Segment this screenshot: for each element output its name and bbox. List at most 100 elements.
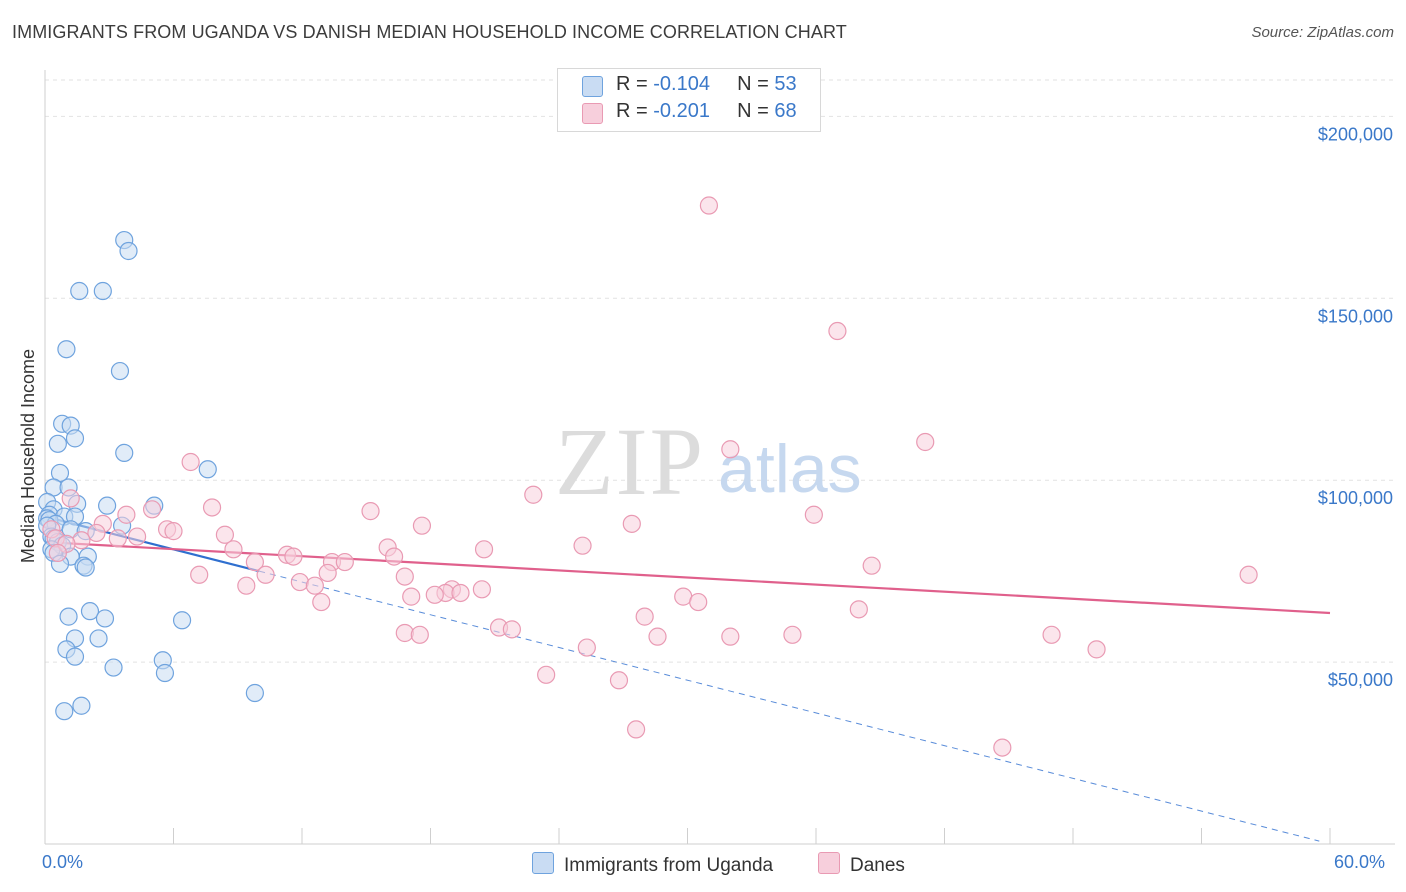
x-axis-min-label: 0.0%	[42, 852, 84, 872]
danes-point	[72, 531, 91, 550]
danes-point	[305, 576, 324, 595]
danes-point	[472, 580, 491, 599]
uganda-point	[98, 496, 117, 515]
danes-point	[215, 525, 234, 544]
y-tick-label: $100,000	[1318, 488, 1393, 508]
danes-point	[384, 547, 404, 566]
danes-point	[245, 552, 264, 572]
legend-n-value: 53	[774, 73, 797, 95]
chart-source: Source: ZipAtlas.com	[1251, 24, 1394, 41]
uganda-point	[48, 434, 67, 453]
danes-point	[648, 627, 667, 646]
y-axis-label: Median Household Income	[18, 349, 38, 563]
danes-point	[804, 505, 823, 524]
legend-swatch-pink	[582, 103, 603, 124]
uganda-trend-extension	[259, 570, 1320, 842]
danes-point	[573, 536, 592, 555]
chart-title: IMMIGRANTS FROM UGANDA VS DANISH MEDIAN …	[12, 22, 847, 42]
danes-point	[237, 576, 256, 595]
danes-point	[361, 502, 380, 521]
uganda-point	[57, 340, 76, 359]
danes-point	[916, 432, 935, 452]
danes-trend-line	[44, 540, 1331, 615]
danes-point	[849, 600, 868, 619]
watermark-atlas: atlas	[718, 431, 862, 507]
legend-n-label: N =	[737, 73, 775, 95]
danes-point	[635, 607, 654, 626]
uganda-point	[104, 658, 123, 677]
danes-point	[318, 563, 337, 583]
danes-point	[699, 196, 719, 215]
danes-point	[412, 516, 432, 535]
danes-point	[335, 552, 354, 572]
y-tick-label: $200,000	[1318, 124, 1393, 144]
danes-point	[202, 498, 222, 517]
danes-point	[117, 505, 136, 524]
danes-point	[609, 671, 629, 690]
uganda-point	[110, 361, 130, 381]
watermark-zip: ZIP	[555, 408, 705, 515]
legend-n-label: N =	[737, 100, 775, 122]
uganda-point	[172, 611, 192, 630]
danes-point	[402, 587, 421, 606]
zipatlas-watermark: ZIP atlas	[555, 408, 862, 515]
uganda-point	[55, 702, 74, 721]
bottom-legend-danes: Danes	[818, 852, 905, 877]
uganda-point	[76, 558, 95, 577]
danes-point	[622, 514, 641, 533]
danes-point	[828, 321, 847, 341]
y-tick-label: $150,000	[1318, 306, 1393, 326]
danes-point	[1239, 565, 1258, 584]
danes-point	[164, 522, 183, 541]
danes-point	[410, 625, 429, 644]
danes-point	[721, 440, 740, 459]
danes-point	[1087, 640, 1106, 659]
bottom-legend-uganda: Immigrants from Uganda	[532, 852, 773, 877]
danes-point	[395, 623, 414, 643]
data-points	[38, 196, 1258, 757]
danes-point	[290, 572, 309, 592]
trend-lines	[44, 515, 1331, 842]
danes-point	[862, 556, 881, 575]
danes-point	[1042, 625, 1061, 644]
danes-point	[312, 592, 331, 612]
danes-point	[284, 547, 303, 566]
danes-point	[425, 585, 444, 604]
danes-point	[993, 738, 1012, 757]
danes-point	[783, 625, 802, 644]
bottom-legend-swatch-pink	[818, 852, 840, 874]
danes-point	[61, 489, 80, 508]
danes-point	[721, 627, 740, 646]
bottom-legend-swatch-blue	[532, 852, 554, 874]
danes-point	[87, 523, 106, 543]
bottom-legend-label: Immigrants from Uganda	[564, 855, 774, 876]
uganda-point	[59, 607, 78, 626]
legend-n-value: 68	[774, 100, 797, 122]
danes-point	[48, 543, 67, 563]
danes-point	[689, 592, 708, 612]
uganda-point	[65, 647, 85, 666]
legend-r-label: R =	[616, 73, 654, 95]
danes-point	[224, 540, 243, 559]
uganda-point	[80, 602, 100, 621]
correlation-legend: R = -0.104 N = 53 R = -0.201 N = 68	[557, 68, 821, 132]
danes-point	[256, 565, 275, 584]
uganda-point	[119, 241, 138, 261]
danes-point	[524, 485, 543, 504]
danes-point	[537, 665, 556, 684]
legend-r-label: R =	[616, 100, 654, 122]
danes-point	[474, 540, 494, 559]
legend-r-value: -0.201	[653, 100, 710, 122]
danes-point	[626, 720, 646, 739]
legend-swatch-blue	[582, 76, 603, 97]
uganda-point	[93, 281, 112, 301]
uganda-point	[198, 460, 217, 479]
uganda-point	[72, 696, 91, 715]
legend-r-value: -0.104	[653, 73, 710, 95]
uganda-point	[65, 429, 85, 448]
danes-point	[127, 527, 147, 546]
uganda-point	[70, 281, 89, 301]
danes-point	[181, 452, 200, 472]
danes-point	[142, 500, 162, 519]
